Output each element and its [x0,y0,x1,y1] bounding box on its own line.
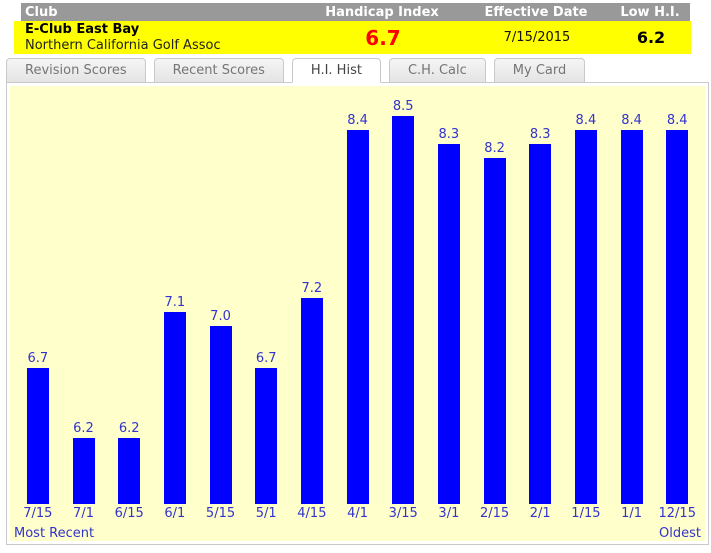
handicap-index-column-header: Handicap Index [325,4,439,20]
bar-column: 8.2 [472,141,518,505]
x-axis-label: 6/15 [114,506,144,522]
club-identity: E-Club East Bay Northern California Golf… [21,22,303,54]
x-axis-label: 12/15 [658,506,696,522]
bar-column: 7.2 [289,281,335,505]
x-axis-label: 3/15 [388,506,418,522]
bar-value-label: 7.2 [301,281,323,297]
x-axis-label: 1/15 [571,506,601,522]
bar-column: 8.5 [380,99,426,505]
bar-column: 8.4 [563,113,609,505]
x-axis-label: 5/1 [255,506,277,522]
bar [118,438,141,505]
oldest-label: Oldest [659,526,701,541]
bar [346,130,369,505]
club-association: Northern California Golf Assoc [25,37,221,53]
bar [163,312,186,505]
bar [72,438,95,505]
bar-column: 6.7 [15,351,61,505]
x-axis-label: 2/1 [529,506,551,522]
bar-value-label: 6.2 [118,421,140,437]
bar-column: 8.4 [654,113,700,505]
bar-value-label: 8.4 [666,113,688,129]
bar-value-label: 8.4 [575,113,597,129]
bar [392,116,415,505]
bar [437,144,460,505]
x-axis-label: 2/15 [479,506,510,522]
tab-ch-calc[interactable]: C.H. Calc [388,58,486,83]
bar-value-label: 7.1 [164,295,186,311]
tab-my-card[interactable]: My Card [493,58,586,83]
tab-hi-hist[interactable]: H.I. Hist [291,58,381,83]
tab-recent-scores[interactable]: Recent Scores [153,58,284,83]
bar-column: 8.4 [335,113,381,505]
handicap-index-value: 6.7 [365,25,401,50]
x-axis-label: 7/15 [23,506,53,522]
bar-value-label: 6.7 [27,351,49,367]
x-axis-label: 4/15 [297,506,327,522]
bar-value-label: 8.2 [484,141,505,157]
club-column-header: Club [25,4,58,20]
bar-column: 8.4 [609,113,655,505]
bar [209,326,232,505]
bar [483,158,506,505]
x-axis-label: 6/1 [164,506,186,522]
x-axis-label: 3/1 [438,506,460,522]
bar [255,368,278,505]
hi-history-panel: 6.7 6.2 6.2 7.1 7.0 6.7 7.2 8.4 8.5 8.3 8.2 8.3 8.4 8… [6,82,709,545]
tab-strip: Revision Scores Recent Scores H.I. Hist … [6,58,711,83]
bar [620,130,643,505]
x-axis-label: 5/15 [205,506,236,522]
bar-column: 6.7 [243,351,289,505]
club-summary-row: E-Club East Bay Northern California Golf… [14,21,691,54]
bar-value-label: 6.7 [255,351,277,367]
bar-value-label: 8.3 [438,127,460,143]
bar [574,130,597,505]
hi-history-chart: 6.7 6.2 6.2 7.1 7.0 6.7 7.2 8.4 8.5 8.3 8.2 8.3 8.4 8… [10,86,705,541]
tab-revision-scores[interactable]: Revision Scores [6,58,146,83]
club-name: E-Club East Bay [25,21,140,37]
most-recent-label: Most Recent [14,526,95,541]
chart-footer: Most Recent Oldest [10,523,705,541]
bar-value-label: 6.2 [73,421,94,437]
bar [300,298,323,505]
x-axis-label: 1/1 [621,506,643,522]
bar-value-label: 8.3 [529,127,551,143]
effective-date-value: 7/15/2015 [503,30,571,45]
bar [26,368,49,505]
bar-column: 6.2 [106,421,152,505]
bar-value-label: 8.4 [621,113,642,129]
chart-plot-area: 6.7 6.2 6.2 7.1 7.0 6.7 7.2 8.4 8.5 8.3 8.2 8.3 8.4 8… [10,86,705,505]
bar [529,144,552,505]
club-summary-header: Club Handicap Index Effective Date Low H… [21,3,690,21]
bar-column: 6.2 [61,421,107,505]
bar-column: 7.0 [198,309,244,505]
bar-value-label: 8.4 [347,113,368,129]
bar-column: 8.3 [426,127,472,505]
bar-value-label: 7.0 [210,309,231,325]
bar-value-label: 8.5 [392,99,414,115]
low-hi-value: 6.2 [636,28,666,47]
bar-column: 8.3 [517,127,563,505]
x-axis-label: 7/1 [73,506,94,522]
x-axis-label: 4/1 [347,506,368,522]
effective-date-column-header: Effective Date [484,4,588,20]
bar-column: 7.1 [152,295,198,505]
low-hi-column-header: Low H.I. [620,4,680,20]
bar [666,130,689,505]
chart-x-axis: 7/15 7/1 6/15 6/1 5/15 5/1 4/15 4/1 3/15 3/1 2/15 2… [10,504,705,523]
